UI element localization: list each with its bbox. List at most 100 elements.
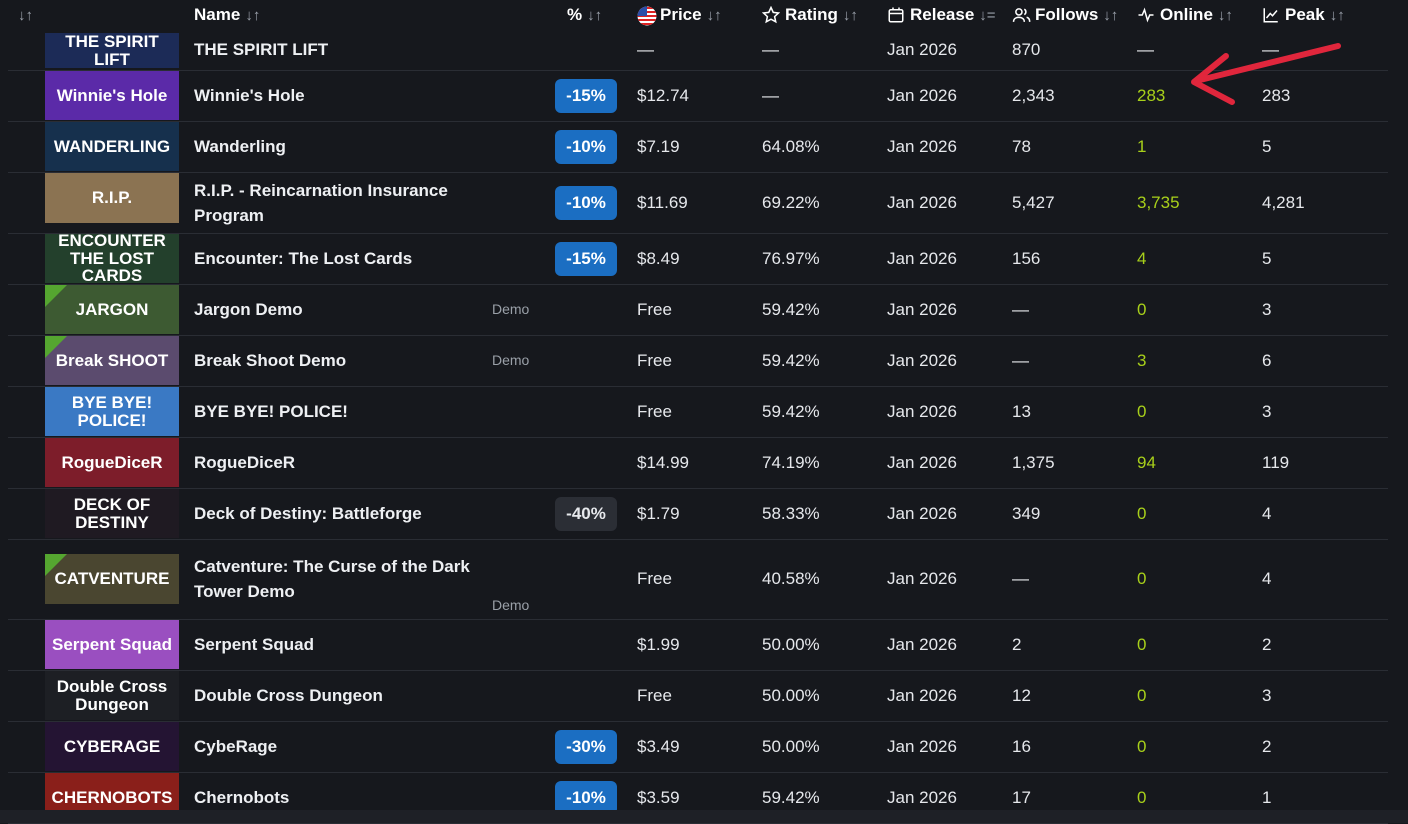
rating-value: 59.42% xyxy=(762,401,820,421)
online-value: 4 xyxy=(1137,248,1147,268)
calendar-icon xyxy=(887,6,905,24)
game-name-link[interactable]: Serpent Squad xyxy=(194,635,314,654)
column-header-discount[interactable]: % ↓↑ xyxy=(567,3,602,27)
game-name-link[interactable]: CybeRage xyxy=(194,737,278,756)
column-header-rating[interactable]: Rating ↓↑ xyxy=(761,3,858,27)
online-value: 3,735 xyxy=(1137,192,1180,212)
follows-value: — xyxy=(1012,350,1029,370)
column-header-name[interactable]: Name ↓↑ xyxy=(194,3,260,27)
game-name-link[interactable]: BYE BYE! POLICE! xyxy=(194,402,348,421)
game-thumbnail[interactable]: ENCOUNTER THE LOST CARDS xyxy=(45,234,179,283)
thumbnail-title-text: JARGON xyxy=(75,299,149,319)
game-thumbnail[interactable]: CYBERAGE xyxy=(45,722,179,771)
game-thumbnail[interactable]: Double Cross Dungeon xyxy=(45,671,179,720)
game-name-link[interactable]: Deck of Destiny: Battleforge xyxy=(194,504,422,523)
game-name-link[interactable]: Catventure: The Curse of the Dark Tower … xyxy=(194,557,470,601)
rating-value: 50.00% xyxy=(762,685,820,705)
thumbnail-title-text: Break SHOOT xyxy=(55,350,169,370)
horizontal-scrollbar[interactable] xyxy=(0,810,1408,823)
peak-value: 5 xyxy=(1262,136,1272,156)
table-row[interactable]: DECK OF DESTINY Deck of Destiny: Battlefo… xyxy=(8,489,1388,540)
game-thumbnail[interactable]: Break SHOOT xyxy=(45,336,179,385)
game-thumbnail[interactable]: R.I.P. xyxy=(45,173,179,223)
table-row[interactable]: Winnie's Hole Winnie's Hole -15% $12.74 — Jan… xyxy=(8,71,1388,122)
release-value: Jan 2026 xyxy=(887,350,957,370)
online-value: 0 xyxy=(1137,685,1147,705)
game-name-link[interactable]: THE SPIRIT LIFT xyxy=(194,40,329,59)
game-name-link[interactable]: Break Shoot Demo xyxy=(194,351,347,370)
rating-value: 50.00% xyxy=(762,634,820,654)
sort-icon: ↓↑ xyxy=(1329,6,1345,24)
demo-tag: Demo xyxy=(492,300,530,317)
rating-value: 40.58% xyxy=(762,569,820,588)
column-label: Name xyxy=(194,5,241,24)
game-name-link[interactable]: Encounter: The Lost Cards xyxy=(194,249,413,268)
thumbnail-title-text: CHERNOBOTS xyxy=(51,787,173,807)
table-row[interactable]: RogueDiceR RogueDiceR $14.99 74.19% Jan 2026… xyxy=(8,438,1388,489)
column-header-price[interactable]: Price ↓↑ xyxy=(637,3,722,27)
peak-value: 4,281 xyxy=(1262,192,1305,212)
column-header-follows[interactable]: Follows ↓↑ xyxy=(1012,3,1118,27)
follows-value: — xyxy=(1012,299,1029,319)
follows-value: 12 xyxy=(1012,685,1031,705)
release-value: Jan 2026 xyxy=(887,85,957,105)
column-header-online[interactable]: Online ↓↑ xyxy=(1137,3,1233,27)
game-name-link[interactable]: R.I.P. - Reincarnation Insurance Program xyxy=(194,180,448,225)
game-thumbnail[interactable]: RogueDiceR xyxy=(45,438,179,487)
thumbnail-title-text: Serpent Squad xyxy=(52,634,172,654)
game-name-link[interactable]: Winnie's Hole xyxy=(194,86,305,105)
online-value: — xyxy=(1137,39,1154,59)
column-header-peak[interactable]: Peak ↓↑ xyxy=(1262,3,1345,27)
thumbnail-title-text: CYBERAGE xyxy=(63,736,161,756)
game-thumbnail[interactable]: Serpent Squad xyxy=(45,620,179,669)
table-row[interactable]: ENCOUNTER THE LOST CARDS Encounter: The L… xyxy=(8,234,1388,285)
release-value: Jan 2026 xyxy=(887,299,957,319)
game-thumbnail[interactable]: THE SPIRIT LIFT xyxy=(45,33,179,68)
column-label: Rating xyxy=(785,5,838,24)
rating-value: 59.42% xyxy=(762,350,820,370)
thumbnail-title-text: BYE BYE! POLICE! xyxy=(71,392,153,430)
price-value: $3.59 xyxy=(637,787,680,807)
table-row[interactable]: R.I.P. R.I.P. - Reincarnation Insurance P… xyxy=(8,173,1388,234)
game-thumbnail[interactable]: DECK OF DESTINY xyxy=(45,489,179,538)
price-value: $1.99 xyxy=(637,634,680,654)
table-row[interactable]: WANDERLING Wanderling -10% $7.19 64.08% Jan 2… xyxy=(8,122,1388,173)
table-row[interactable]: CYBERAGE CybeRage -30% $3.49 50.00% Jan 2026 1… xyxy=(8,722,1388,773)
table-row[interactable]: CATVENTURE Catventure: The Curse of the D… xyxy=(8,540,1388,620)
price-value: Free xyxy=(637,299,672,319)
table-row[interactable]: Double Cross Dungeon Double Cross Dungeon… xyxy=(8,671,1388,722)
demo-corner-icon xyxy=(45,285,67,307)
online-value: 283 xyxy=(1137,85,1166,105)
corner-sort-button[interactable]: ↓↑ xyxy=(18,3,33,27)
follows-value: 349 xyxy=(1012,503,1041,523)
game-thumbnail[interactable]: WANDERLING xyxy=(45,122,179,171)
demo-tag: Demo xyxy=(492,351,530,368)
game-thumbnail[interactable]: JARGON xyxy=(45,285,179,334)
game-thumbnail[interactable]: Winnie's Hole xyxy=(45,71,179,120)
game-name-link[interactable]: Wanderling xyxy=(194,137,286,156)
users-icon xyxy=(1012,6,1031,24)
demo-corner-icon xyxy=(45,554,67,576)
game-name-link[interactable]: RogueDiceR xyxy=(194,453,296,472)
game-thumbnail[interactable]: CATVENTURE xyxy=(45,554,179,604)
price-value: — xyxy=(637,39,654,59)
game-name-link[interactable]: Chernobots xyxy=(194,788,290,807)
game-name-link[interactable]: Jargon Demo xyxy=(194,300,303,319)
table-row[interactable]: BYE BYE! POLICE! BYE BYE! POLICE! Free 59.4… xyxy=(8,387,1388,438)
column-header-release[interactable]: Release ↓= xyxy=(887,3,996,27)
column-label: % xyxy=(567,5,583,24)
thumbnail-title-text: RogueDiceR xyxy=(61,452,163,472)
follows-value: 16 xyxy=(1012,736,1031,756)
peak-value: 3 xyxy=(1262,299,1272,319)
table-row[interactable]: JARGON Jargon Demo Demo Free 59.42% Jan 2026 —… xyxy=(8,285,1388,336)
table-row[interactable]: THE SPIRIT LIFT THE SPIRIT LIFT — — Jan 2026… xyxy=(8,30,1388,71)
game-thumbnail[interactable]: BYE BYE! POLICE! xyxy=(45,387,179,436)
sort-icon: ↓↑ xyxy=(245,6,261,24)
price-value: $7.19 xyxy=(637,136,680,156)
game-name-link[interactable]: Double Cross Dungeon xyxy=(194,686,383,705)
table-row[interactable]: Serpent Squad Serpent Squad $1.99 50.00% Jan… xyxy=(8,620,1388,671)
follows-value: 17 xyxy=(1012,787,1031,807)
online-value: 0 xyxy=(1137,736,1147,756)
rating-value: 58.33% xyxy=(762,503,820,523)
table-row[interactable]: Break SHOOT Break Shoot Demo Demo Free 59.42… xyxy=(8,336,1388,387)
